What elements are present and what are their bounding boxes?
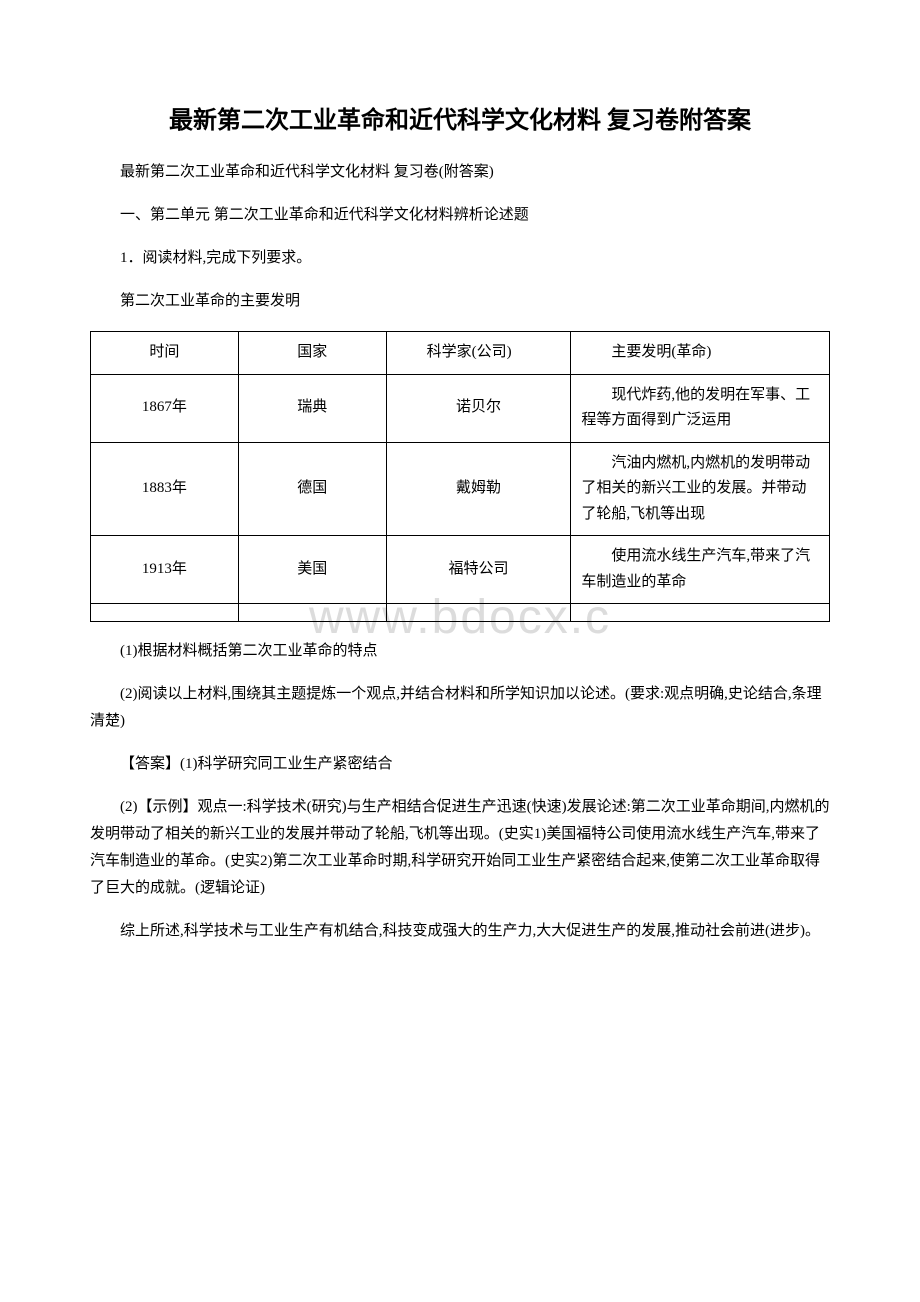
cell-country: 德国: [238, 442, 386, 536]
header-invention: 主要发明(革命): [571, 332, 830, 375]
table-row: 1913年 美国 福特公司 使用流水线生产汽车,带来了汽车制造业的革命: [91, 536, 830, 604]
cell-scientist: 戴姆勒: [386, 442, 571, 536]
header-country: 国家: [238, 332, 386, 375]
cell-country: 瑞典: [238, 374, 386, 442]
cell-time: 1883年: [91, 442, 239, 536]
cell-invention: 现代炸药,他的发明在军事、工程等方面得到广泛运用: [571, 374, 830, 442]
empty-cell: [91, 604, 239, 622]
answer-3: 综上所述,科学技术与工业生产有机结合,科技变成强大的生产力,大大促进生产的发展,…: [90, 918, 830, 945]
cell-country: 美国: [238, 536, 386, 604]
question-intro: 1．阅读材料,完成下列要求。: [90, 245, 830, 272]
table-caption: 第二次工业革命的主要发明: [90, 288, 830, 315]
answer-1: 【答案】(1)科学研究同工业生产紧密结合: [90, 751, 830, 778]
question-1: (1)根据材料概括第二次工业革命的特点: [90, 638, 830, 665]
cell-time: 1867年: [91, 374, 239, 442]
table-row: 1867年 瑞典 诺贝尔 现代炸药,他的发明在军事、工程等方面得到广泛运用: [91, 374, 830, 442]
empty-cell: [386, 604, 571, 622]
answer-2: (2)【示例】观点一:科学技术(研究)与生产相结合促进生产迅速(快速)发展论述:…: [90, 794, 830, 902]
cell-scientist: 福特公司: [386, 536, 571, 604]
header-time: 时间: [91, 332, 239, 375]
table-header-row: 时间 国家 科学家(公司) 主要发明(革命): [91, 332, 830, 375]
section-heading: 一、第二单元 第二次工业革命和近代科学文化材料辨析论述题: [90, 202, 830, 229]
cell-invention: 使用流水线生产汽车,带来了汽车制造业的革命: [571, 536, 830, 604]
table-row: 1883年 德国 戴姆勒 汽油内燃机,内燃机的发明带动了相关的新兴工业的发展。并…: [91, 442, 830, 536]
cell-scientist: 诺贝尔: [386, 374, 571, 442]
table-empty-row: [91, 604, 830, 622]
header-scientist: 科学家(公司): [386, 332, 571, 375]
empty-cell: [571, 604, 830, 622]
intro-text: 最新第二次工业革命和近代科学文化材料 复习卷(附答案): [90, 159, 830, 186]
empty-cell: [238, 604, 386, 622]
document-title: 最新第二次工业革命和近代科学文化材料 复习卷附答案: [90, 100, 830, 135]
cell-invention: 汽油内燃机,内燃机的发明带动了相关的新兴工业的发展。并带动了轮船,飞机等出现: [571, 442, 830, 536]
cell-time: 1913年: [91, 536, 239, 604]
inventions-table: 时间 国家 科学家(公司) 主要发明(革命) 1867年 瑞典 诺贝尔 现代炸药…: [90, 331, 830, 622]
question-2: (2)阅读以上材料,围绕其主题提炼一个观点,并结合材料和所学知识加以论述。(要求…: [90, 681, 830, 735]
